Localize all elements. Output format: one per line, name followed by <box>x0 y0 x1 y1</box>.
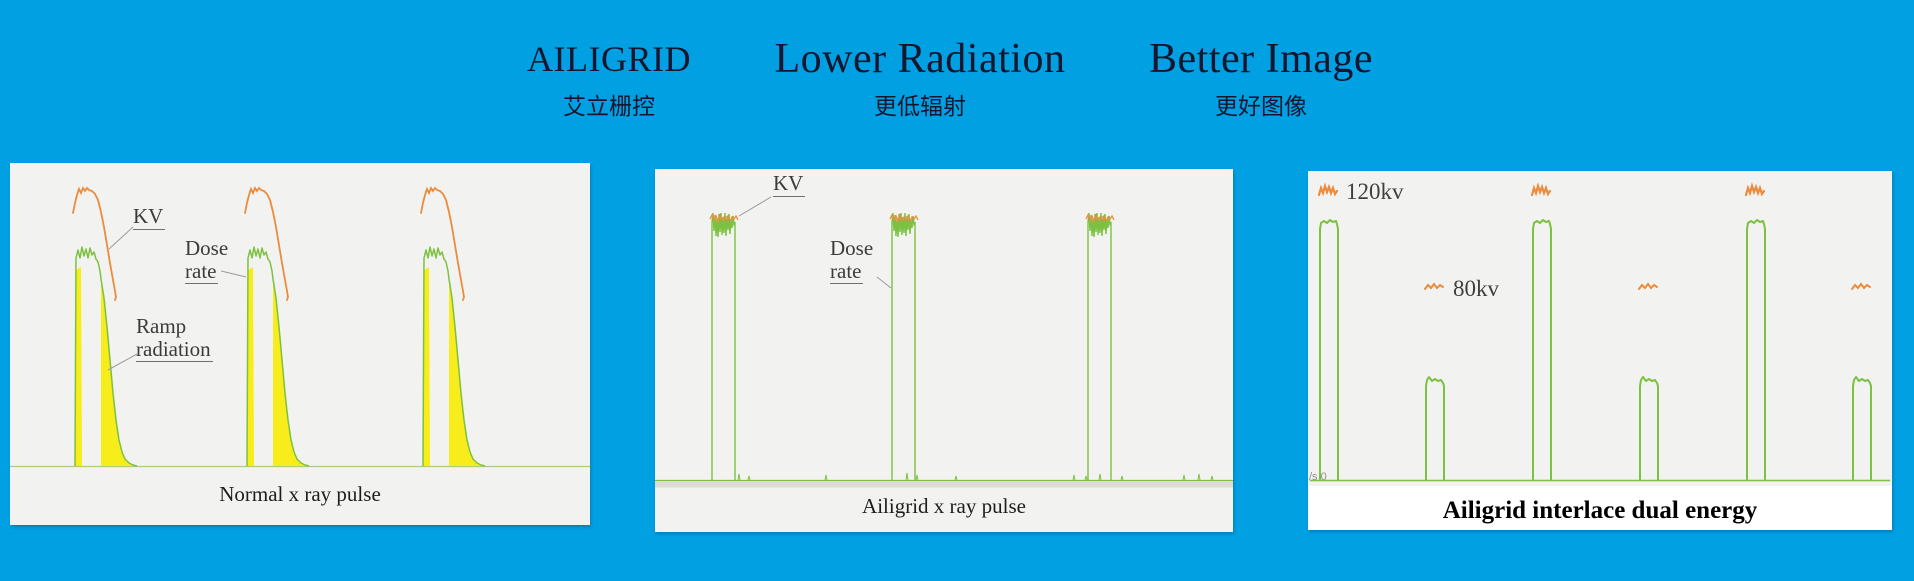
label-ramp-line1: Ramp <box>136 314 187 338</box>
caption-normal-xray: Normal x ray pulse <box>219 482 381 506</box>
label-dose-rate: Dose rate <box>830 236 874 285</box>
label-ramp-line2: radiation <box>136 336 213 363</box>
header-column-ailigrid: AILIGRID 艾立栅控 <box>399 36 819 119</box>
ailigrid-pulse-chart <box>655 196 1233 488</box>
label-axis-remnant: /s 0 <box>1309 471 1327 483</box>
label-dose-rate: Dose rate <box>185 236 229 285</box>
subtitle-better-image-cn: 更好图像 <box>1215 94 1307 119</box>
normal-pulse-chart <box>10 186 590 468</box>
caption-ailigrid-xray: Ailigrid x ray pulse <box>862 494 1026 518</box>
label-dose-line2: rate <box>185 258 219 285</box>
caption-dual-energy: Ailigrid interlace dual energy <box>1442 497 1758 524</box>
panel-dual-energy: 120kv 80kv /s 0 Ailigrid interlace dual … <box>1308 171 1892 530</box>
header-column-lower-radiation: Lower Radiation 更低辐射 <box>710 36 1130 119</box>
title-ailigrid: AILIGRID <box>527 39 691 79</box>
title-better-image: Better Image <box>1148 36 1374 82</box>
dual-energy-chart <box>1310 182 1890 482</box>
title-lower-radiation: Lower Radiation <box>774 36 1066 82</box>
header-column-better-image: Better Image 更好图像 <box>1051 36 1471 119</box>
label-120kv: 120kv <box>1346 179 1404 204</box>
label-kv-text: KV <box>773 171 806 197</box>
label-ramp-radiation: Ramp radiation <box>136 314 213 363</box>
label-kv: KV <box>133 204 166 230</box>
label-kv-text: KV <box>133 204 166 230</box>
subtitle-lower-radiation-cn: 更低辐射 <box>874 94 966 119</box>
caption-band <box>1308 486 1892 530</box>
subtitle-ailigrid-cn: 艾立栅控 <box>563 94 655 119</box>
label-dose-line2: rate <box>830 258 864 285</box>
panel-normal-xray: KV Dose rate Ramp radiation Normal x ray… <box>10 163 590 525</box>
label-kv: KV <box>773 171 806 197</box>
label-dose-line1: Dose <box>830 236 874 260</box>
label-dose-line1: Dose <box>185 236 229 260</box>
label-80kv: 80kv <box>1453 276 1499 301</box>
panel-ailigrid-xray: KV Dose rate Ailigrid x ray pulse <box>655 169 1233 532</box>
